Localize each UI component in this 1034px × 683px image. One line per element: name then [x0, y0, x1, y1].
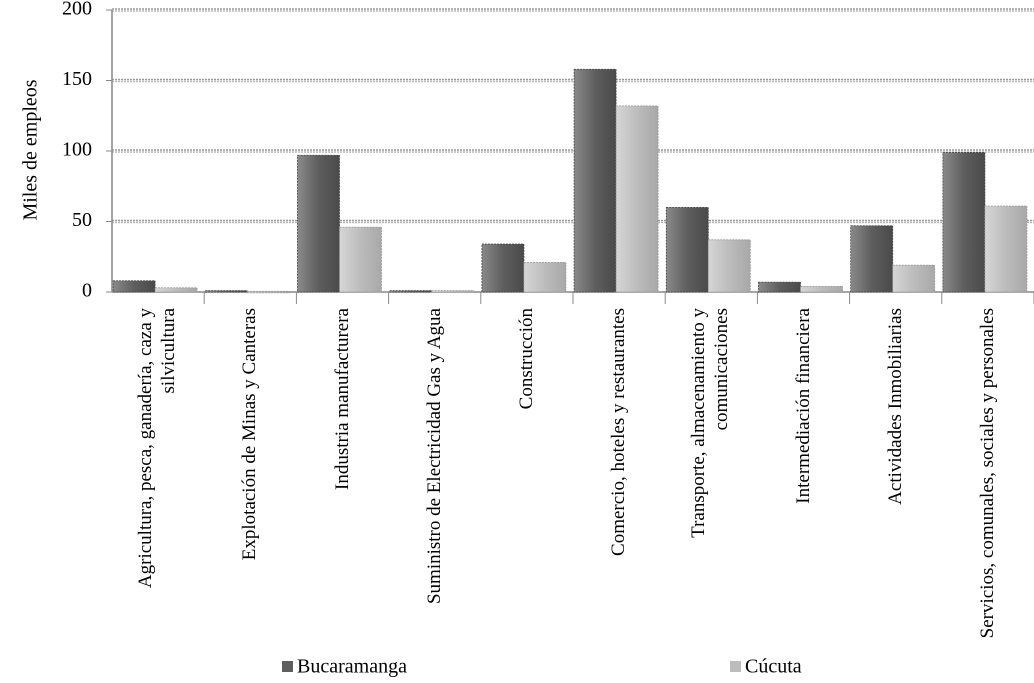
bar	[615, 105, 659, 293]
bar	[204, 290, 248, 293]
bar	[942, 152, 986, 293]
bar	[800, 285, 843, 293]
legend-label: Bucaramanga	[297, 656, 407, 678]
bar	[481, 243, 525, 293]
bar	[665, 206, 709, 293]
bar	[431, 290, 475, 293]
x-tick-label: Explotación de Minas y Canteras	[238, 308, 260, 561]
bar	[707, 239, 751, 293]
legend-label: Cúcuta	[745, 656, 802, 678]
y-tick-label: 200	[62, 0, 92, 20]
x-tick-label: Transporte, almacenamiento y comunicacio…	[688, 308, 733, 538]
y-tick-label: 150	[62, 68, 92, 90]
x-tick-label: Actividades Inmobiliarias	[884, 308, 906, 505]
x-tick-label: Suministro de Electricidad Gas y Agua	[423, 308, 445, 605]
bar	[892, 264, 936, 293]
y-tick-label: 0	[82, 280, 92, 302]
x-tick-label: Construcción	[515, 308, 537, 410]
bar	[246, 290, 290, 294]
bar	[758, 281, 801, 293]
y-tick-label: 50	[72, 209, 92, 231]
bar	[984, 205, 1028, 293]
y-tick-label: 100	[62, 139, 92, 161]
x-tick-label: Intermediación financiera	[792, 308, 814, 504]
legend-swatch	[730, 661, 741, 672]
bar	[154, 287, 198, 293]
bar	[112, 280, 156, 293]
x-tick-label: Comercio, hoteles y restaurantes	[607, 308, 629, 556]
x-tick-label: Agricultura, pesca, ganadería, caza y si…	[135, 308, 180, 589]
bar	[850, 225, 894, 293]
bar	[573, 68, 617, 293]
y-axis-title: Miles de empleos	[20, 79, 42, 220]
legend-swatch	[282, 661, 293, 672]
bar	[339, 226, 382, 293]
bar	[297, 154, 340, 293]
bar	[389, 290, 433, 293]
bar	[523, 261, 567, 293]
x-tick-label: Industria manufacturera	[331, 308, 353, 490]
x-tick-label: Servicios, comunales, sociales y persona…	[976, 308, 998, 639]
